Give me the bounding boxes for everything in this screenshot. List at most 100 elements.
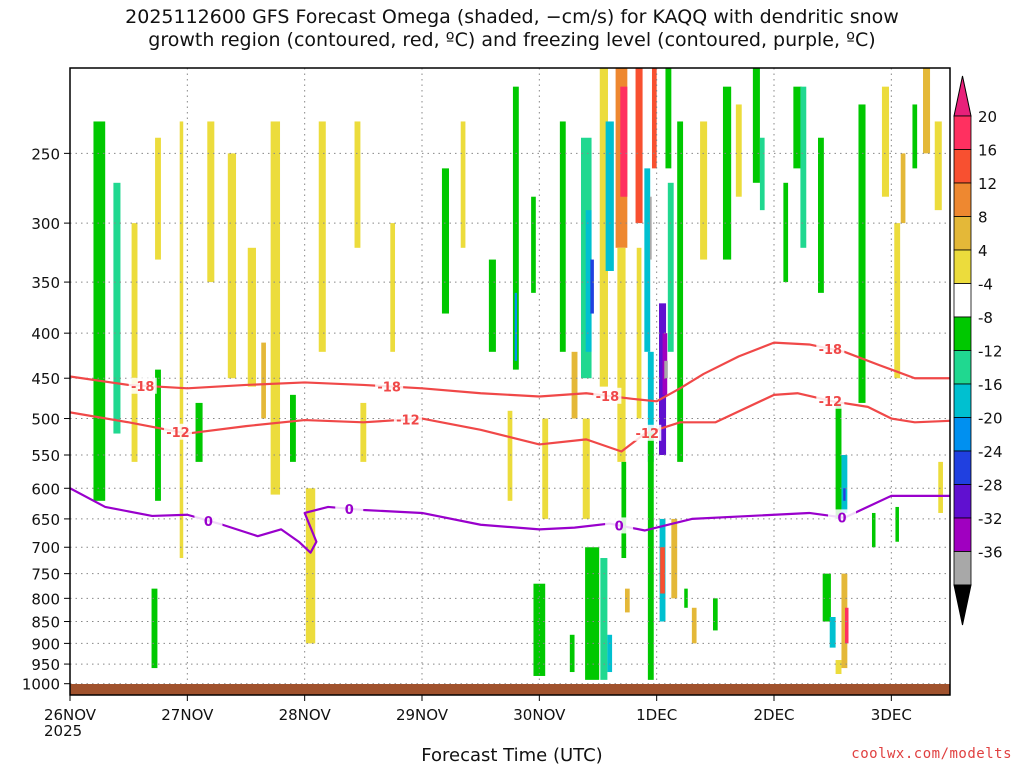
colorbar-swatch [953, 517, 972, 552]
colorbar-swatch [953, 149, 972, 184]
x-axis-year: 2025 [44, 722, 83, 740]
colorbar-label: -36 [978, 544, 1003, 562]
contour-label: -12 [819, 395, 843, 410]
omega-cell [131, 223, 138, 462]
y-tick-label: 700 [31, 539, 60, 557]
x-axis-ticks: 26NOV 27NOV 28NOV 29NOV 30NOV 1DEC 2DEC 3DEC [44, 695, 912, 724]
colorbar-label: -16 [978, 376, 1003, 394]
colorbar-label: -32 [978, 510, 1003, 528]
contour-label-bg [816, 340, 845, 357]
omega-cell [843, 488, 846, 501]
omega-cell [270, 121, 281, 495]
contour-label: -12 [396, 413, 420, 428]
x-tick-label: 28NOV [279, 706, 332, 724]
contour-label: -18 [596, 390, 620, 405]
y-tick-label: 450 [31, 370, 60, 388]
omega-cell [617, 247, 626, 462]
omega-cell [582, 418, 590, 519]
contour-label-bg [633, 424, 662, 441]
omega-cell [647, 351, 654, 462]
omega-cell [752, 68, 760, 183]
colorbar-label: -8 [978, 309, 993, 327]
contour-line [70, 487, 950, 554]
omega-cell [844, 607, 849, 644]
omega-cell [531, 196, 536, 293]
contour-label: -18 [377, 380, 401, 395]
colorbar-swatch [953, 383, 972, 418]
omega-cell [305, 488, 316, 644]
omega-cell [664, 360, 668, 379]
contour-label-bg [375, 378, 404, 395]
y-axis-ticks: 250 300 350 400 450 500 550 600 650 700 750 800 850 9… [22, 145, 70, 694]
y-tick-label: 1000 [22, 676, 60, 694]
colorbar-swatch [953, 182, 972, 217]
omega-cell [912, 104, 918, 169]
contour-label-bg [605, 517, 634, 534]
omega-cell [895, 506, 899, 542]
omega-cell [881, 86, 889, 197]
contour-label: -18 [819, 343, 843, 358]
chart-title-line-1: 2025112600 GFS Forecast Omega (shaded, −… [125, 6, 899, 28]
contour-label: 0 [345, 503, 354, 518]
omega-cell [512, 86, 519, 370]
omega-cell [858, 104, 866, 403]
omega-cell [620, 86, 628, 197]
contour-line [70, 392, 950, 453]
omega-cell [227, 153, 237, 379]
contour-label: -12 [166, 426, 190, 441]
omega-cell [441, 168, 449, 314]
contour-label-bg [335, 500, 364, 517]
omega-cell [571, 351, 578, 419]
contour-label-bg [194, 512, 223, 529]
colorbar-label: 4 [978, 242, 988, 260]
omega-cell [800, 86, 807, 248]
contour-label-bg [393, 411, 422, 428]
omega-cell [651, 68, 657, 169]
chart-title: 2025112600 GFS Forecast Omega (shaded, −… [0, 6, 1024, 52]
omega-cell [155, 137, 161, 260]
y-tick-label: 850 [31, 614, 60, 632]
omega-cell [841, 573, 848, 669]
contour-label-bg [828, 509, 857, 526]
omega-cell [700, 121, 708, 260]
colorbar-cap-top [953, 75, 972, 117]
omega-shading [93, 68, 943, 680]
x-tick-label: 3DEC [871, 706, 912, 724]
omega-cell [665, 68, 672, 169]
colorbar-label: -12 [978, 343, 1003, 361]
colorbar-swatch [953, 283, 972, 318]
y-tick-label: 350 [31, 274, 60, 292]
x-tick-label: 2DEC [753, 706, 794, 724]
contour-label-bg [816, 392, 845, 409]
y-tick-label: 600 [31, 480, 60, 498]
colorbar-label: -24 [978, 443, 1003, 461]
omega-cell [360, 402, 367, 462]
contour-label: 0 [204, 515, 213, 530]
omega-cell [835, 402, 842, 519]
omega-cell [871, 512, 876, 548]
omega-cell [841, 454, 848, 513]
colorbar-cap-bottom [953, 584, 972, 626]
omega-cell [605, 121, 614, 271]
colorbar-swatch [953, 115, 972, 150]
source-credit: coolwx.com/modelts [851, 746, 1012, 762]
colorbar-swatch [953, 417, 972, 452]
plot-frame [69, 67, 951, 696]
omega-cell [155, 369, 161, 501]
omega-cell [735, 104, 742, 197]
omega-cell [783, 182, 789, 283]
omega-cell [644, 168, 651, 352]
omega-cell [93, 121, 106, 501]
contour-label-bg [128, 377, 157, 394]
colorbar-swatch [953, 350, 972, 385]
x-tick-label: 26NOV [44, 706, 97, 724]
omega-cell [585, 210, 592, 352]
colorbar-swatch [953, 249, 972, 284]
colorbar-label: -20 [978, 410, 1003, 428]
colorbar-swatch [953, 450, 972, 485]
contour-label: 0 [615, 519, 624, 534]
omega-cell [460, 121, 466, 248]
colorbar-label: 8 [978, 209, 988, 227]
omega-cell [691, 607, 697, 644]
omega-cell [569, 634, 575, 673]
